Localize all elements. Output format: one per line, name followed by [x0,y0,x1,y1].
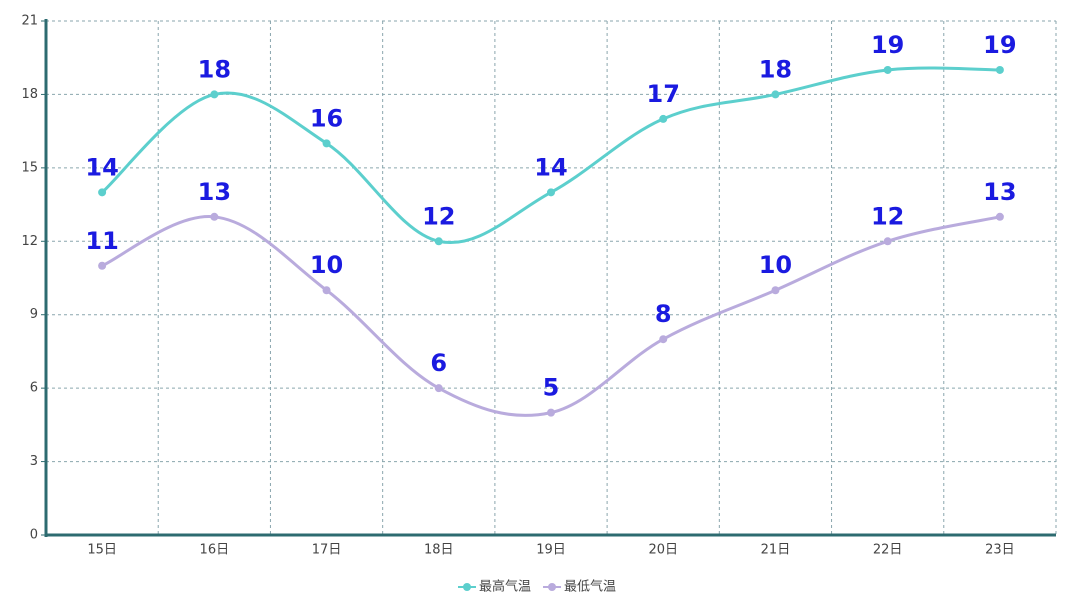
value-label: 14 [85,153,118,181]
point [434,384,443,393]
legend-marker [463,583,471,591]
value-label: 18 [759,55,792,83]
y-tick-label: 12 [21,234,38,249]
value-label: 13 [983,178,1016,206]
point [659,114,668,123]
y-tick-label: 0 [30,528,38,543]
x-tick-label: 15日 [87,543,117,558]
value-label: 10 [310,251,343,279]
legend-marker [548,583,557,591]
point [995,212,1004,221]
point [434,237,443,246]
value-label: 10 [759,251,792,279]
point [995,65,1004,74]
y-tick-label: 15 [21,160,38,175]
value-label: 13 [198,178,231,206]
point [322,286,331,295]
value-label: 8 [655,300,672,328]
value-label: 11 [85,227,118,255]
value-label: 17 [647,80,680,108]
x-tick-label: 22日 [873,543,903,558]
y-tick-label: 6 [30,381,38,396]
point [98,261,107,270]
value-label: 5 [543,374,560,402]
value-label: 12 [871,202,904,230]
point [547,188,555,197]
legend-label: 最高气温 [479,579,531,595]
value-label: 19 [983,31,1016,59]
point [771,286,780,295]
value-label: 6 [430,349,447,377]
x-tick-label: 20日 [648,543,678,558]
series-line [101,66,1000,245]
x-tick-label: 18日 [424,543,454,558]
y-tick-label: 21 [21,14,38,29]
value-label: 19 [871,31,904,59]
point [547,408,555,417]
value-label: 18 [198,55,231,83]
y-tick-label: 3 [30,454,38,469]
point [659,335,668,344]
legend-label: 最低气温 [564,579,616,595]
x-tick-label: 17日 [312,543,342,558]
value-label: 16 [310,104,343,132]
point [883,65,892,74]
y-tick-label: 9 [30,307,38,322]
y-tick-label: 18 [21,87,38,102]
x-tick-label: 21日 [761,543,791,558]
x-tick-label: 23日 [985,543,1015,558]
value-label: 12 [422,202,455,230]
value-label: 14 [534,153,567,181]
point [322,139,331,148]
x-tick-label: 19日 [536,543,566,558]
x-tick-label: 16日 [200,543,230,558]
point [771,90,780,99]
point [210,90,219,99]
point [98,188,107,197]
point [210,212,219,221]
point [883,237,892,246]
